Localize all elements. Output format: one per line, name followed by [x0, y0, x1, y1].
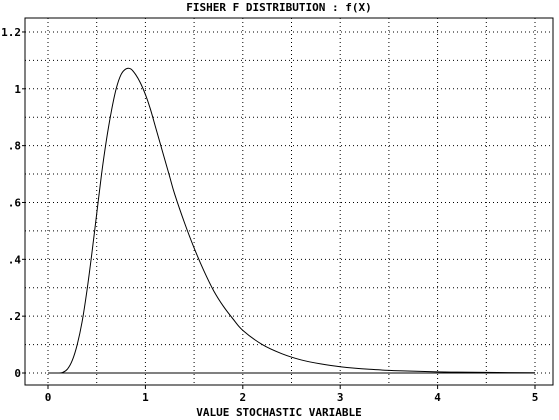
tick-labels: 0 1 2 3 4 5 0 .2 .4 .6 .8 1 1.2 [1, 26, 538, 404]
x-tick-label: 2 [239, 391, 246, 404]
y-tick-label: .4 [8, 253, 22, 266]
y-tick-label: 1.2 [1, 26, 21, 39]
x-axis-label: VALUE STOCHASTIC VARIABLE [196, 406, 362, 419]
density-curve [47, 67, 536, 374]
x-tick-label: 3 [337, 391, 344, 404]
grid [25, 18, 553, 385]
plot-border [24, 17, 554, 386]
x-tick-label: 4 [434, 391, 441, 404]
plot-frame [24, 17, 554, 386]
y-tick-label: 0 [14, 367, 21, 380]
x-tick-label: 5 [532, 391, 539, 404]
y-tick-label: .6 [8, 196, 22, 209]
y-tick-label: .8 [8, 140, 21, 153]
x-tick-label: 0 [45, 391, 52, 404]
series-group [47, 67, 536, 374]
chart-title: FISHER F DISTRIBUTION : f(X) [186, 1, 371, 14]
x-tick-label: 1 [142, 391, 149, 404]
y-tick-label: .2 [8, 310, 21, 323]
y-tick-label: 1 [14, 83, 21, 96]
